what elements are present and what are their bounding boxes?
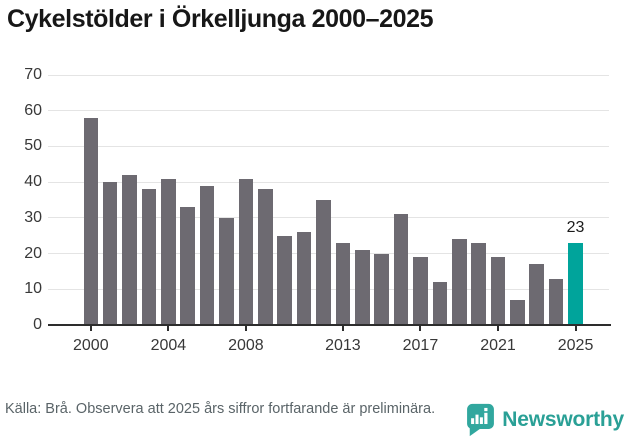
y-axis-label: 0 (33, 316, 42, 333)
newsworthy-brand-link[interactable]: Newsworthy (466, 403, 624, 437)
x-axis-label: 2008 (228, 337, 264, 354)
chart-title: Cykelstölder i Örkelljunga 2000–2025 (7, 5, 434, 33)
bar-2024 (548, 278, 564, 325)
y-axis-label: 10 (24, 280, 42, 298)
newsworthy-logo-icon (467, 403, 495, 437)
x-axis-label: 2004 (150, 337, 187, 354)
gridline-y50 (48, 145, 609, 147)
bar-2010 (277, 235, 292, 325)
x-tick-2017 (419, 326, 422, 331)
bar-2014 (354, 250, 370, 325)
bar-2002 (122, 175, 137, 325)
bar-2018 (432, 282, 448, 325)
x-axis-label: 2017 (402, 337, 439, 354)
bar-2007 (219, 217, 234, 325)
x-axis-label: 2025 (557, 337, 594, 354)
bar-2011 (296, 232, 312, 325)
bar-2001 (102, 182, 118, 325)
bar-2008 (238, 178, 254, 325)
gridline-y60 (48, 110, 609, 112)
y-axis-label: 30 (24, 208, 42, 226)
bar-2006 (199, 185, 215, 325)
bar-2009 (258, 189, 273, 325)
gridline-y40 (48, 181, 609, 183)
bar-2004 (161, 178, 176, 325)
bar-2021 (490, 257, 506, 325)
y-axis-label: 40 (24, 173, 42, 191)
y-axis-label: 70 (24, 66, 42, 83)
x-tick-2004 (167, 326, 170, 331)
x-axis-label: 2000 (73, 337, 109, 354)
y-axis-label: 50 (24, 137, 42, 155)
bar-chart: 0 10 20 30 40 50 60 70 2000 2004 2008 2013 2017 2021 2… (24, 66, 611, 354)
y-axis-label: 60 (24, 101, 42, 119)
y-axis-label: 20 (24, 244, 42, 262)
chart-footer: Källa: Brå. Observera att 2025 års siffr… (0, 396, 631, 439)
bar-2023 (529, 264, 545, 325)
bar-2017 (413, 257, 428, 325)
x-axis-line (48, 324, 611, 326)
bar-2003 (141, 189, 157, 325)
source-note: Källa: Brå. Observera att 2025 års siffr… (5, 401, 436, 417)
gridline-y70 (48, 74, 609, 76)
bar-2000 (83, 117, 99, 325)
bar-2005 (180, 207, 196, 325)
brand-name: Newsworthy (502, 408, 624, 431)
bar-2013 (335, 242, 351, 325)
bar-2012 (316, 200, 331, 325)
bar-2022 (510, 300, 525, 325)
bar-2019 (451, 239, 467, 325)
x-tick-2008 (244, 326, 247, 331)
bar-2020 (471, 242, 486, 325)
x-axis-label: 2013 (325, 337, 361, 354)
x-tick-2021 (496, 326, 499, 331)
x-axis-label: 2021 (480, 337, 516, 354)
bar-2016 (393, 214, 409, 325)
highlight-value-label: 23 (566, 218, 585, 236)
x-tick-2000 (89, 326, 92, 331)
bar-2015 (374, 253, 389, 325)
bar-2025 (568, 242, 583, 325)
x-tick-2013 (341, 326, 344, 331)
x-tick-2025 (574, 326, 577, 331)
